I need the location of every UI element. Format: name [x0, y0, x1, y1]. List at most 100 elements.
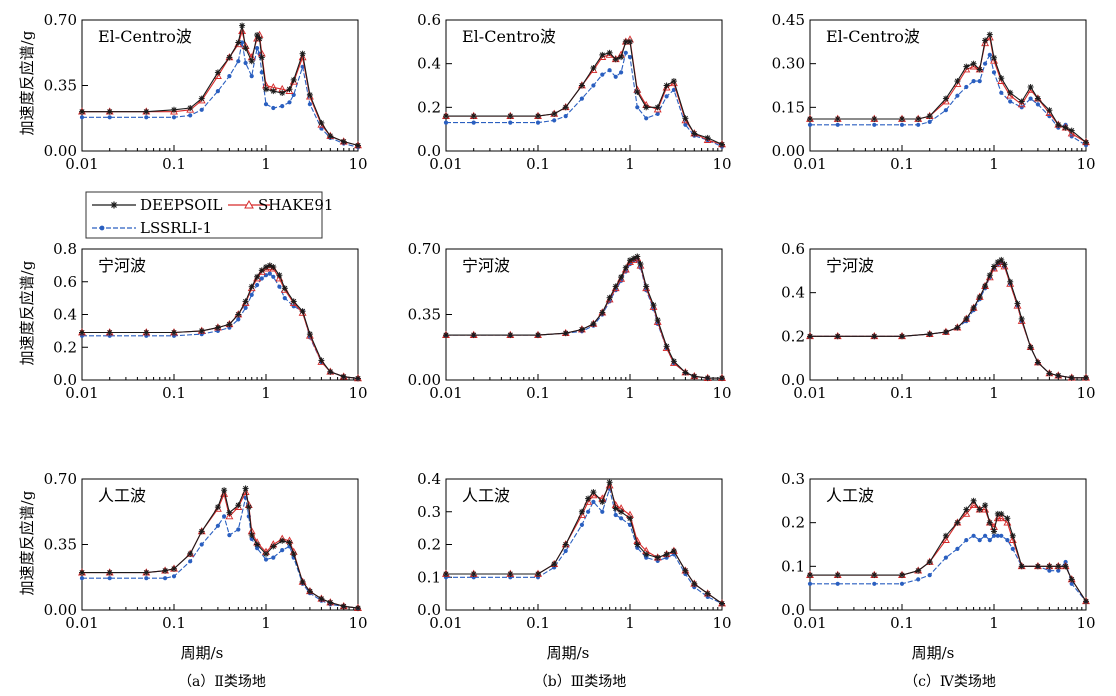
lssrli-point-3 [535, 120, 541, 125]
deepsoil-point-8 [590, 489, 597, 496]
deepsoil-point-3 [171, 106, 177, 113]
deepsoil-point-15 [263, 86, 269, 93]
deepsoil-point-11 [986, 272, 993, 279]
deepsoil-point-16 [1018, 98, 1025, 105]
lssrli-point-7 [215, 523, 220, 528]
lssrli-point-9 [600, 509, 605, 514]
lssrli-point-2 [144, 576, 149, 581]
wave-label: 人工波 [826, 486, 874, 505]
y-tick-label: 0.0 [781, 371, 805, 389]
wave-label: 宁河波 [98, 256, 146, 275]
deepsoil-point-13 [991, 528, 997, 535]
lssrli-point-21 [1056, 568, 1061, 573]
deepsoil-point-10 [618, 274, 625, 281]
lssrli-point-9 [971, 79, 976, 84]
lssrli-point-6 [943, 108, 949, 113]
lssrli-point-10 [613, 74, 618, 79]
plot-frame [809, 248, 1087, 381]
lssrli-point-19 [683, 122, 688, 127]
wave-label: 人工波 [462, 486, 510, 505]
deepsoil-point-1 [834, 116, 841, 122]
deepsoil-point-21 [704, 134, 711, 141]
deepsoil-point-17 [650, 302, 657, 309]
deepsoil-point-1 [470, 332, 477, 339]
shake91-point-16 [1017, 100, 1026, 108]
lssrli-point-17 [280, 104, 285, 109]
lssrli-point-17 [280, 548, 285, 553]
lssrli-line [810, 53, 1087, 146]
y-tick-label: 0.0 [417, 142, 441, 160]
shake91-point-22 [1067, 129, 1076, 137]
deepsoil-point-4 [926, 331, 933, 338]
lssrli-point-1 [835, 122, 840, 127]
series-deepsoil [807, 256, 1089, 381]
lssrli-point-9 [971, 533, 976, 538]
shake91-line [446, 38, 723, 145]
deepsoil-point-6 [198, 528, 205, 535]
series-deepsoil [79, 485, 361, 612]
lssrli-point-16 [271, 105, 276, 111]
deepsoil-point-13 [248, 532, 255, 539]
lssrli-point-0 [807, 581, 813, 586]
wave-label: 宁河波 [826, 256, 874, 275]
lssrli-point-8 [964, 84, 969, 90]
lssrli-point-9 [607, 68, 612, 73]
deepsoil-point-20 [1034, 359, 1041, 366]
lssrli-point-16 [655, 111, 660, 116]
lssrli-point-12 [987, 538, 992, 543]
deepsoil-point-17 [663, 82, 670, 89]
deepsoil-point-21 [327, 368, 334, 375]
deepsoil-point-6 [942, 95, 949, 102]
y-tick-label: 0.30 [772, 55, 805, 73]
lssrli-point-16 [1005, 538, 1010, 543]
shake91-line [810, 36, 1087, 143]
deepsoil-point-16 [654, 554, 661, 561]
deepsoil-point-8 [235, 39, 242, 46]
lssrli-point-16 [282, 296, 287, 301]
lssrli-point-8 [591, 499, 596, 504]
deepsoil-point-17 [279, 537, 286, 544]
x-tick-label: 10 [1076, 614, 1095, 632]
deepsoil-point-5 [926, 559, 933, 565]
y-tick-label: 0.4 [781, 284, 805, 302]
x-tick-label: 10 [348, 155, 367, 173]
y-axis-label: 加速度反应谱/g [18, 490, 36, 595]
deepsoil-point-7 [963, 315, 970, 322]
lssrli-point-0 [807, 122, 813, 127]
y-tick-label: 0.00 [772, 142, 805, 160]
deepsoil-point-2 [143, 569, 150, 576]
shake91-line [810, 504, 1087, 602]
lssrli-point-14 [999, 90, 1004, 95]
deepsoil-point-22 [318, 119, 325, 126]
deepsoil-point-9 [976, 294, 983, 300]
deepsoil-point-2 [871, 116, 878, 122]
deepsoil-point-17 [1009, 532, 1016, 539]
y-tick-label: 0.3 [781, 470, 805, 488]
lssrli-line [82, 42, 359, 148]
deepsoil-point-0 [79, 108, 85, 115]
y-tick-label: 0.70 [44, 11, 77, 29]
series-lssrli [807, 52, 1089, 148]
lssrli-point-11 [613, 512, 618, 518]
lssrli-point-5 [927, 573, 932, 578]
deepsoil-point-21 [1055, 563, 1062, 570]
panel-b-0: 0.01 0.1 1 10 0.0 0.2 0.4 0.6 El-Centro波 [417, 11, 731, 173]
deepsoil-point-17 [1014, 300, 1021, 307]
series-deepsoil [79, 262, 361, 382]
deepsoil-point-23 [704, 375, 711, 382]
shake91-point-13 [990, 56, 998, 64]
series-deepsoil [79, 22, 361, 149]
deepsoil-point-24 [340, 138, 347, 145]
deepsoil-point-4 [562, 330, 569, 337]
series-shake91 [806, 257, 1090, 381]
lssrli-point-11 [983, 61, 988, 66]
deepsoil-point-15 [1001, 261, 1008, 268]
deepsoil-point-5 [562, 541, 569, 548]
x-tick-label: 0.01 [429, 614, 462, 632]
legend-label-deepsoil: DEEPSOIL [140, 196, 223, 214]
shake91-line [810, 261, 1086, 379]
y-tick-label: 0.00 [44, 601, 77, 619]
lssrli-point-0 [79, 576, 85, 581]
y-tick-label: 0.4 [417, 55, 441, 73]
